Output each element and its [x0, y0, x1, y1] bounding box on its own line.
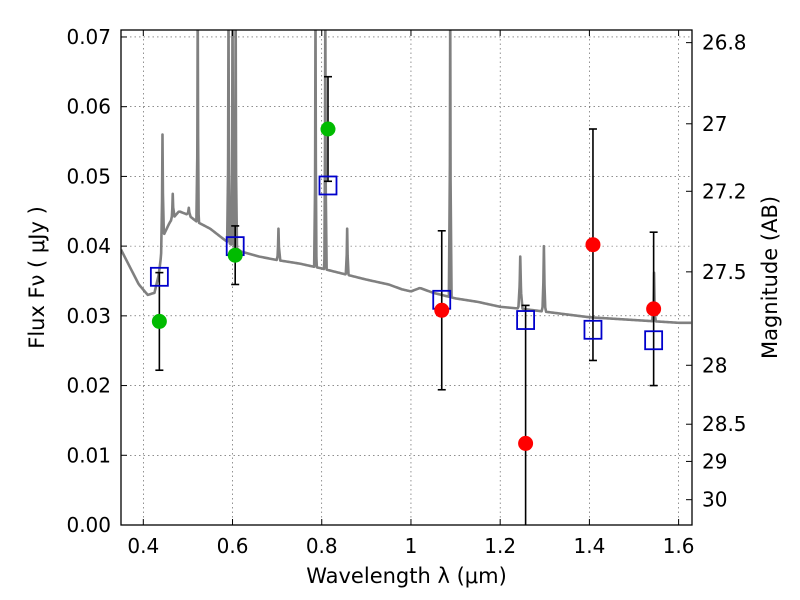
magnitude-tick-label: 26.8	[702, 31, 747, 55]
x-tick-label: 0.6	[217, 534, 249, 558]
y-tick-label: 0.04	[66, 234, 111, 258]
non-detection-point	[585, 237, 601, 253]
model-flux-square	[149, 266, 169, 287]
x-tick-label: 1	[405, 534, 418, 558]
x-tick-label: 1.4	[573, 534, 605, 558]
y-axis-label-left: Flux Fν ( μJy )	[25, 206, 49, 349]
x-axis-label: Wavelength λ (μm)	[306, 564, 507, 588]
sed-spectrum-line	[121, 30, 692, 325]
model-flux-square	[516, 310, 536, 330]
magnitude-tick-label: 27.5	[702, 260, 747, 284]
x-tick-label: 0.8	[306, 534, 338, 558]
observed-flux-points	[151, 121, 662, 451]
detection-point	[320, 121, 336, 137]
detection-point	[151, 313, 167, 329]
x-tick-label: 0.4	[127, 534, 159, 558]
y-tick-label: 0.05	[66, 164, 111, 188]
y-tick-label: 0.03	[66, 304, 111, 328]
model-flux-square	[644, 330, 664, 351]
magnitude-tick-label: 27.2	[702, 179, 747, 203]
y-tick-label: 0.07	[66, 25, 111, 49]
axis-ticks: 0.4 0.6 0.8 1 1.2 1.4 1.6 0.00 0.01 0.02 0.03 0.04 0…	[66, 25, 746, 558]
y-tick-label: 0.02	[66, 374, 111, 398]
y-tick-label: 0.01	[66, 443, 111, 467]
magnitude-tick-label: 30	[702, 488, 727, 512]
detection-point	[227, 247, 243, 263]
error-bars	[155, 75, 658, 525]
model-flux-square	[318, 175, 338, 196]
non-detection-point	[646, 301, 662, 317]
sed-model-spectrum	[121, 30, 692, 325]
grid	[121, 30, 692, 526]
magnitude-tick-label: 27	[702, 112, 727, 136]
magnitude-tick-label: 28.5	[702, 412, 747, 436]
magnitude-tick-label: 28	[702, 353, 727, 377]
non-detection-point	[434, 302, 450, 318]
y-tick-label: 0.06	[66, 95, 111, 119]
non-detection-point	[518, 435, 534, 451]
y-axis-label-right: Magnitude (AB)	[758, 196, 782, 359]
plot-frame	[120, 29, 693, 526]
x-tick-label: 1.6	[663, 534, 695, 558]
y-tick-label: 0.00	[66, 513, 111, 537]
model-flux-square	[583, 319, 603, 340]
magnitude-tick-label: 29	[702, 449, 727, 473]
x-tick-label: 1.2	[484, 534, 516, 558]
